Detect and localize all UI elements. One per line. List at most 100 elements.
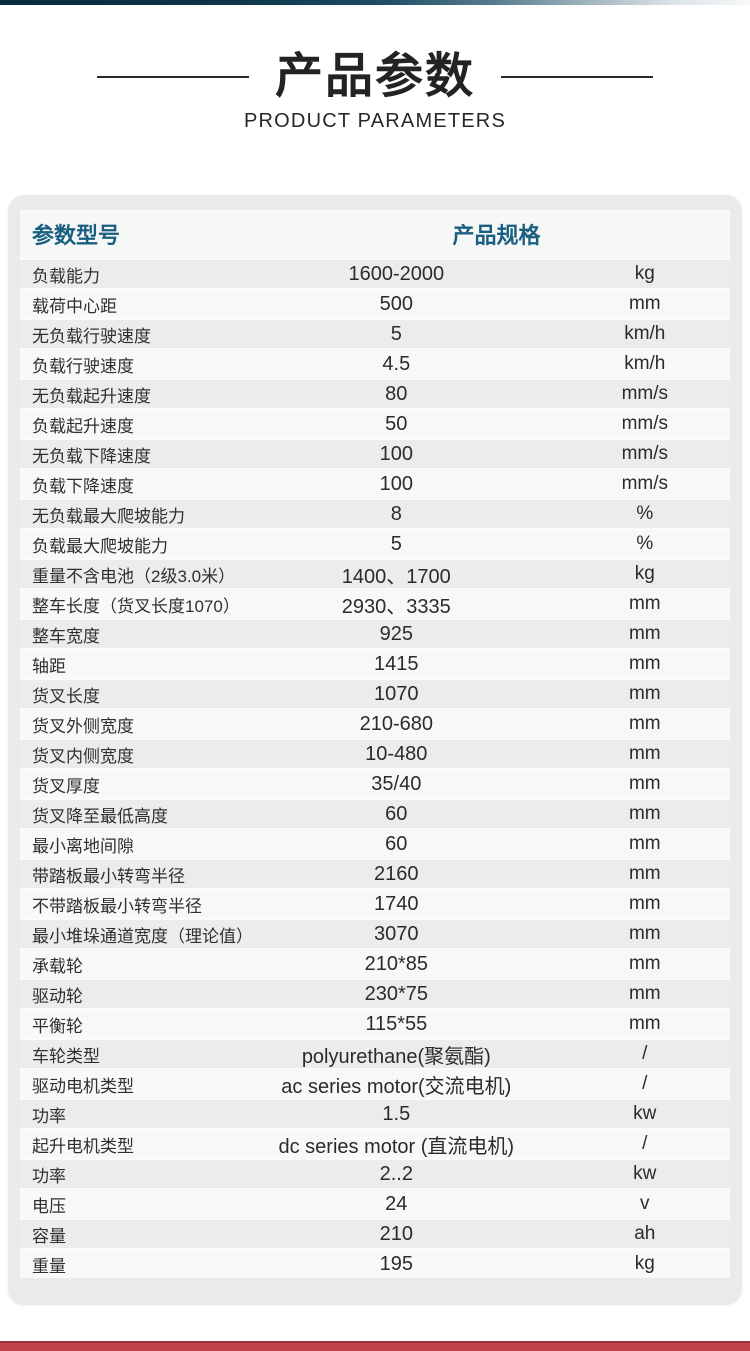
param-value: 100 <box>379 442 413 465</box>
param-unit: mm/s <box>621 413 668 434</box>
param-label: 负载能力 <box>32 266 100 286</box>
param-label: 不带踏板最小转弯半径 <box>32 896 202 916</box>
table-row: 承载轮 210*85 mm <box>20 948 730 978</box>
param-unit: mm <box>628 683 661 704</box>
title-block: 产品参数 PRODUCT PARAMETERS <box>0 48 750 133</box>
table-row: 不带踏板最小转弯半径 1740 mm <box>20 888 730 918</box>
param-label: 载荷中心距 <box>32 296 117 316</box>
param-value: dc series motor (直流电机) <box>278 1135 515 1158</box>
param-label: 最小离地间隙 <box>32 836 134 856</box>
param-value: 210-680 <box>359 712 433 735</box>
param-label: 轴距 <box>32 656 66 676</box>
param-unit: mm/s <box>621 443 668 464</box>
param-value: 230*75 <box>364 982 428 1005</box>
param-unit: kw <box>633 1163 657 1184</box>
table-row: 起升电机类型 dc series motor (直流电机) / <box>20 1128 730 1158</box>
table-row: 负载起升速度 50 mm/s <box>20 408 730 438</box>
title-divider-left <box>96 76 249 78</box>
param-unit: mm <box>628 983 661 1004</box>
table-row: 平衡轮 115*55 mm <box>20 1008 730 1038</box>
param-value: 50 <box>385 412 408 435</box>
param-unit: mm <box>628 293 661 314</box>
param-label: 货叉长度 <box>32 686 100 706</box>
table-row: 最小堆垛通道宽度（理论值） 3070 mm <box>20 918 730 948</box>
table-row: 负载下降速度 100 mm/s <box>20 468 730 498</box>
col-header-spec: 产品规格 <box>452 223 541 248</box>
table-row: 货叉内侧宽度 10-480 mm <box>20 738 730 768</box>
table-row: 整车宽度 925 mm <box>20 618 730 648</box>
param-value: polyurethane(聚氨酯) <box>301 1045 491 1068</box>
table-row: 驱动轮 230*75 mm <box>20 978 730 1008</box>
param-unit: mm <box>628 713 661 734</box>
table-row: 整车长度（货叉长度1070） 2930、3335 mm <box>20 588 730 618</box>
bottom-accent-bar <box>0 1341 750 1351</box>
param-value: 60 <box>385 802 408 825</box>
param-unit: kg <box>634 563 655 584</box>
param-value: ac series motor(交流电机) <box>281 1075 512 1098</box>
param-unit: kg <box>634 263 655 284</box>
param-label: 驱动电机类型 <box>32 1076 134 1096</box>
param-label: 货叉降至最低高度 <box>32 806 168 826</box>
param-unit: mm <box>628 743 661 764</box>
table-row: 货叉长度 1070 mm <box>20 678 730 708</box>
param-label: 功率 <box>32 1106 66 1126</box>
param-value: 925 <box>379 622 413 645</box>
param-label: 负载行驶速度 <box>32 356 134 376</box>
param-label: 车轮类型 <box>32 1046 100 1066</box>
param-value: 5 <box>390 322 402 345</box>
param-value: 1070 <box>374 682 419 705</box>
table-row: 最小离地间隙 60 mm <box>20 828 730 858</box>
param-unit: v <box>640 1193 650 1214</box>
param-unit: mm/s <box>621 473 668 494</box>
param-value: 195 <box>379 1252 413 1275</box>
param-unit: kw <box>633 1103 657 1124</box>
table-row: 货叉厚度 35/40 mm <box>20 768 730 798</box>
param-unit: mm <box>628 593 661 614</box>
param-value: 100 <box>379 472 413 495</box>
param-unit: ah <box>634 1223 656 1244</box>
param-unit: kg <box>634 1253 655 1274</box>
param-label: 最小堆垛通道宽度（理论值） <box>32 926 253 946</box>
param-value: 2160 <box>374 862 419 885</box>
param-label: 无负载起升速度 <box>32 386 151 406</box>
param-label: 货叉内侧宽度 <box>32 746 134 766</box>
table-row: 带踏板最小转弯半径 2160 mm <box>20 858 730 888</box>
page-title: 产品参数 <box>274 50 475 103</box>
param-label: 驱动轮 <box>32 986 83 1006</box>
param-label: 重量 <box>32 1256 66 1276</box>
param-label: 无负载最大爬坡能力 <box>32 506 185 526</box>
table-row: 功率 1.5 kw <box>20 1098 730 1128</box>
table-row: 负载最大爬坡能力 5 % <box>20 528 730 558</box>
param-value: 60 <box>385 832 408 855</box>
param-label: 负载起升速度 <box>32 416 134 436</box>
param-unit: mm <box>628 863 661 884</box>
param-unit: mm <box>628 953 661 974</box>
spec-card: 参数型号 产品规格 负载能力 1600-2000 kg 载荷中心距 500 mm… <box>8 195 742 1305</box>
param-value: 4.5 <box>382 352 411 375</box>
param-label: 承载轮 <box>32 956 83 976</box>
param-label: 负载下降速度 <box>32 476 134 496</box>
param-unit: / <box>642 1043 648 1064</box>
table-row: 负载能力 1600-2000 kg <box>20 258 730 288</box>
spec-table: 负载能力 1600-2000 kg 载荷中心距 500 mm 无负载行驶速度 5… <box>20 258 730 1278</box>
table-row: 驱动电机类型 ac series motor(交流电机) / <box>20 1068 730 1098</box>
param-value: 24 <box>385 1192 408 1215</box>
param-label: 整车宽度 <box>32 626 100 646</box>
param-unit: km/h <box>624 323 666 344</box>
param-value: 115*55 <box>365 1012 428 1035</box>
param-unit: mm/s <box>621 383 668 404</box>
param-unit: % <box>636 533 654 554</box>
table-row: 重量不含电池（2级3.0米） 1400、1700 kg <box>20 558 730 588</box>
table-row: 功率 2..2 kw <box>20 1158 730 1188</box>
title-divider-right <box>501 76 653 78</box>
param-value: 5 <box>390 532 402 555</box>
param-value: 210*85 <box>364 952 428 975</box>
table-row: 无负载行驶速度 5 km/h <box>20 318 730 348</box>
param-value: 80 <box>385 382 408 405</box>
table-row: 无负载下降速度 100 mm/s <box>20 438 730 468</box>
param-label: 无负载行驶速度 <box>32 326 151 346</box>
param-unit: / <box>642 1133 648 1154</box>
table-row: 电压 24 v <box>20 1188 730 1218</box>
param-label: 平衡轮 <box>32 1016 83 1036</box>
table-row: 轴距 1415 mm <box>20 648 730 678</box>
